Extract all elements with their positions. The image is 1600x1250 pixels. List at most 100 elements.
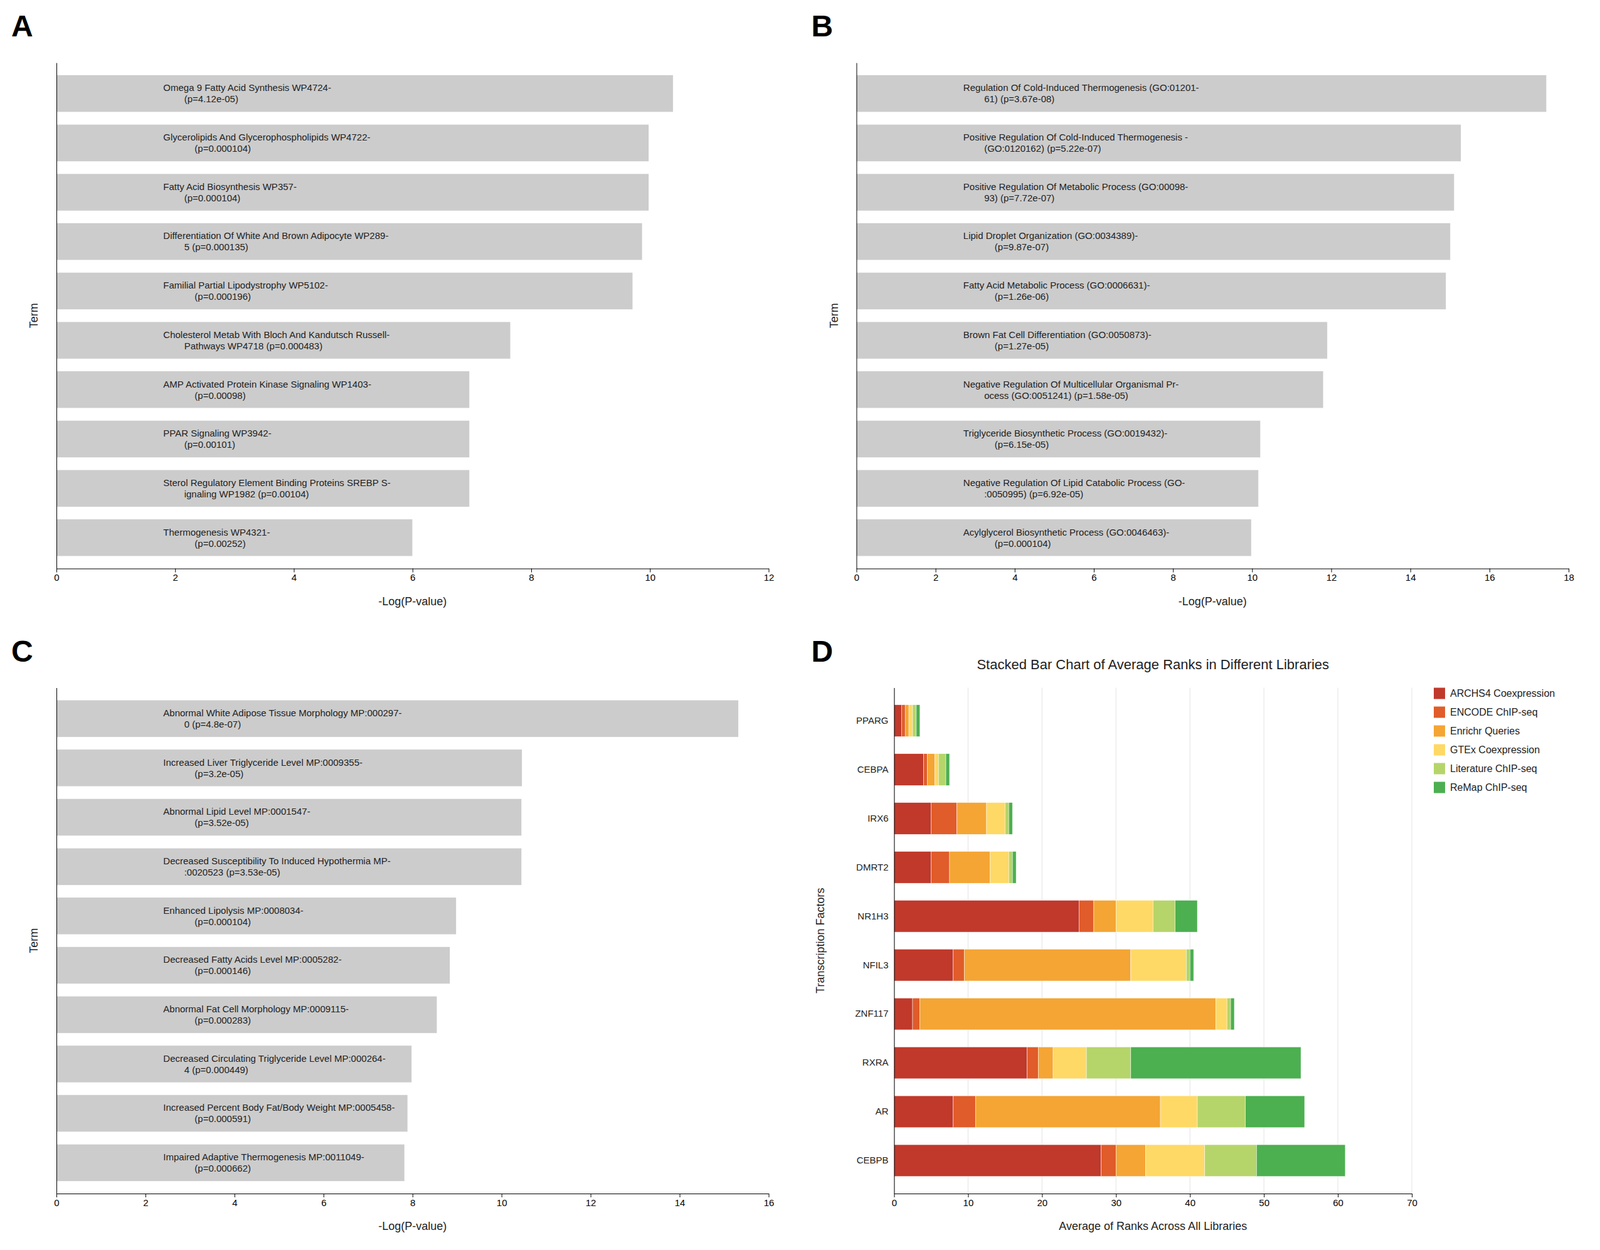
legend-label: Literature ChIP-seq — [1450, 763, 1538, 774]
x-tick: 4 — [232, 1193, 238, 1208]
x-tick: 50 — [1258, 1193, 1270, 1208]
tick-label: 60 — [1332, 1197, 1344, 1208]
y-axis: PPARGCEBPAIRX6DMRT2NR1H3NFIL3ZNF117RXRAA… — [854, 688, 895, 1195]
tick-label: 16 — [1484, 572, 1496, 583]
bar-segment — [894, 1095, 954, 1128]
legend-swatch — [1433, 763, 1446, 775]
x-tick: 70 — [1406, 1193, 1418, 1208]
legend-item: ReMap ChIP-seq — [1433, 782, 1528, 794]
bar — [56, 699, 739, 737]
bar — [56, 749, 522, 787]
y-axis-title: Transcription Factors — [814, 888, 827, 994]
bar-segment — [1152, 900, 1175, 933]
tick-label: 2 — [173, 572, 179, 583]
bar-segment — [894, 1144, 1102, 1177]
tick-label: 6 — [1091, 572, 1097, 583]
bar — [56, 847, 522, 885]
x-tick: 6 — [1091, 568, 1097, 584]
tick-label: 12 — [763, 572, 775, 583]
axis-line — [856, 568, 1570, 570]
tick-label: PPARG — [856, 715, 889, 726]
category-label: PPAR Signaling WP3942- (p=0.00101) — [163, 427, 271, 450]
tick-label: 6 — [410, 572, 416, 583]
tick-label: NR1H3 — [857, 910, 889, 922]
x-tick: 4 — [1012, 568, 1018, 584]
category-label: Negative Regulation Of Multicellular Org… — [963, 378, 1179, 401]
series — [908, 704, 1227, 1177]
tick-label: 12 — [585, 1197, 597, 1208]
bar-segment — [1004, 802, 1009, 835]
bar-segment — [945, 753, 950, 786]
bar-segment — [901, 704, 906, 737]
axis-line — [56, 688, 58, 1195]
grid-line — [893, 688, 895, 1195]
x-tick: 0 — [53, 568, 59, 584]
bar — [56, 996, 438, 1034]
bar-segment — [894, 900, 1080, 933]
bar-segment — [1145, 1144, 1205, 1177]
bar-segment — [975, 1095, 1161, 1128]
bar-segment — [1027, 1046, 1039, 1079]
category-label: Increased Liver Triglyceride Level MP:00… — [163, 757, 363, 779]
legend-label: ENCODE ChIP-seq — [1450, 706, 1538, 718]
legend-label: ReMap ChIP-seq — [1450, 782, 1528, 793]
tick-label: 70 — [1406, 1197, 1418, 1208]
x-axis: 024681012 — [53, 568, 774, 584]
y-tick: ZNF117 — [854, 1007, 889, 1019]
bar-segment — [1101, 1144, 1117, 1177]
category-label: AMP Activated Protein Kinase Signaling W… — [163, 378, 372, 401]
tick-label: 6 — [321, 1197, 327, 1208]
y-tick: IRX6 — [867, 812, 889, 824]
bar — [856, 371, 1324, 409]
tick-label: DMRT2 — [856, 861, 889, 873]
tick-label: 30 — [1110, 1197, 1122, 1208]
category-label: Lipid Droplet Organization (GO:0034389)-… — [963, 230, 1138, 253]
x-tick: 6 — [410, 568, 416, 584]
bar-segment — [930, 802, 957, 835]
panel-letter: A — [11, 9, 34, 43]
bar-segment — [1093, 900, 1116, 933]
category-label: Decreased Susceptibility To Induced Hypo… — [163, 855, 391, 878]
x-axis-title: -Log(P-value) — [1178, 595, 1247, 608]
tick-label: 14 — [1405, 572, 1417, 583]
legend-label: GTEx Coexpression — [1450, 744, 1540, 756]
bar-segment — [927, 753, 936, 786]
tick-label: 20 — [1037, 1197, 1049, 1208]
x-tick: 12 — [1326, 568, 1338, 584]
category-label: Abnormal Fat Cell Morphology MP:0009115-… — [163, 1003, 349, 1026]
bar — [856, 75, 1547, 113]
bar-segment — [953, 1095, 976, 1128]
category-label: Impaired Adaptive Thermogenesis MP:00110… — [163, 1151, 364, 1174]
bars — [56, 699, 739, 1182]
y-tick: RXRA — [862, 1056, 889, 1068]
tick-label: 18 — [1563, 572, 1575, 583]
x-tick: 8 — [410, 1193, 416, 1208]
bar-segment — [1086, 1046, 1131, 1079]
bar-segment — [1189, 948, 1194, 981]
axis-line — [856, 63, 858, 570]
tick-label: 14 — [674, 1197, 686, 1208]
legend-item: ARCHS4 Coexpression — [1433, 688, 1555, 700]
tick-label: 10 — [963, 1197, 975, 1208]
bar — [56, 371, 470, 409]
category-label: Differentiation Of White And Brown Adipo… — [163, 230, 389, 253]
category-label: Omega 9 Fatty Acid Synthesis WP4724- (p=… — [163, 82, 332, 105]
x-tick: 2 — [143, 1193, 149, 1208]
bar — [56, 1095, 408, 1133]
category-label: Negative Regulation Of Lipid Catabolic P… — [963, 477, 1186, 500]
bar-segment — [953, 948, 965, 981]
bar — [856, 124, 1462, 162]
tick-label: 0 — [53, 1197, 59, 1208]
tick-label: 10 — [496, 1197, 508, 1208]
x-tick: 14 — [674, 1193, 686, 1208]
axis-line — [894, 688, 896, 1195]
bar-segment — [1053, 1046, 1087, 1079]
panel-letter: D — [811, 634, 834, 668]
category-label: Triglyceride Biosynthetic Process (GO:00… — [963, 427, 1168, 450]
bar-segment — [1175, 900, 1198, 933]
bar — [856, 469, 1259, 507]
bar — [56, 124, 649, 162]
tick-label: IRX6 — [867, 812, 889, 824]
bar-segment — [1230, 997, 1235, 1030]
bar-segment — [934, 753, 939, 786]
